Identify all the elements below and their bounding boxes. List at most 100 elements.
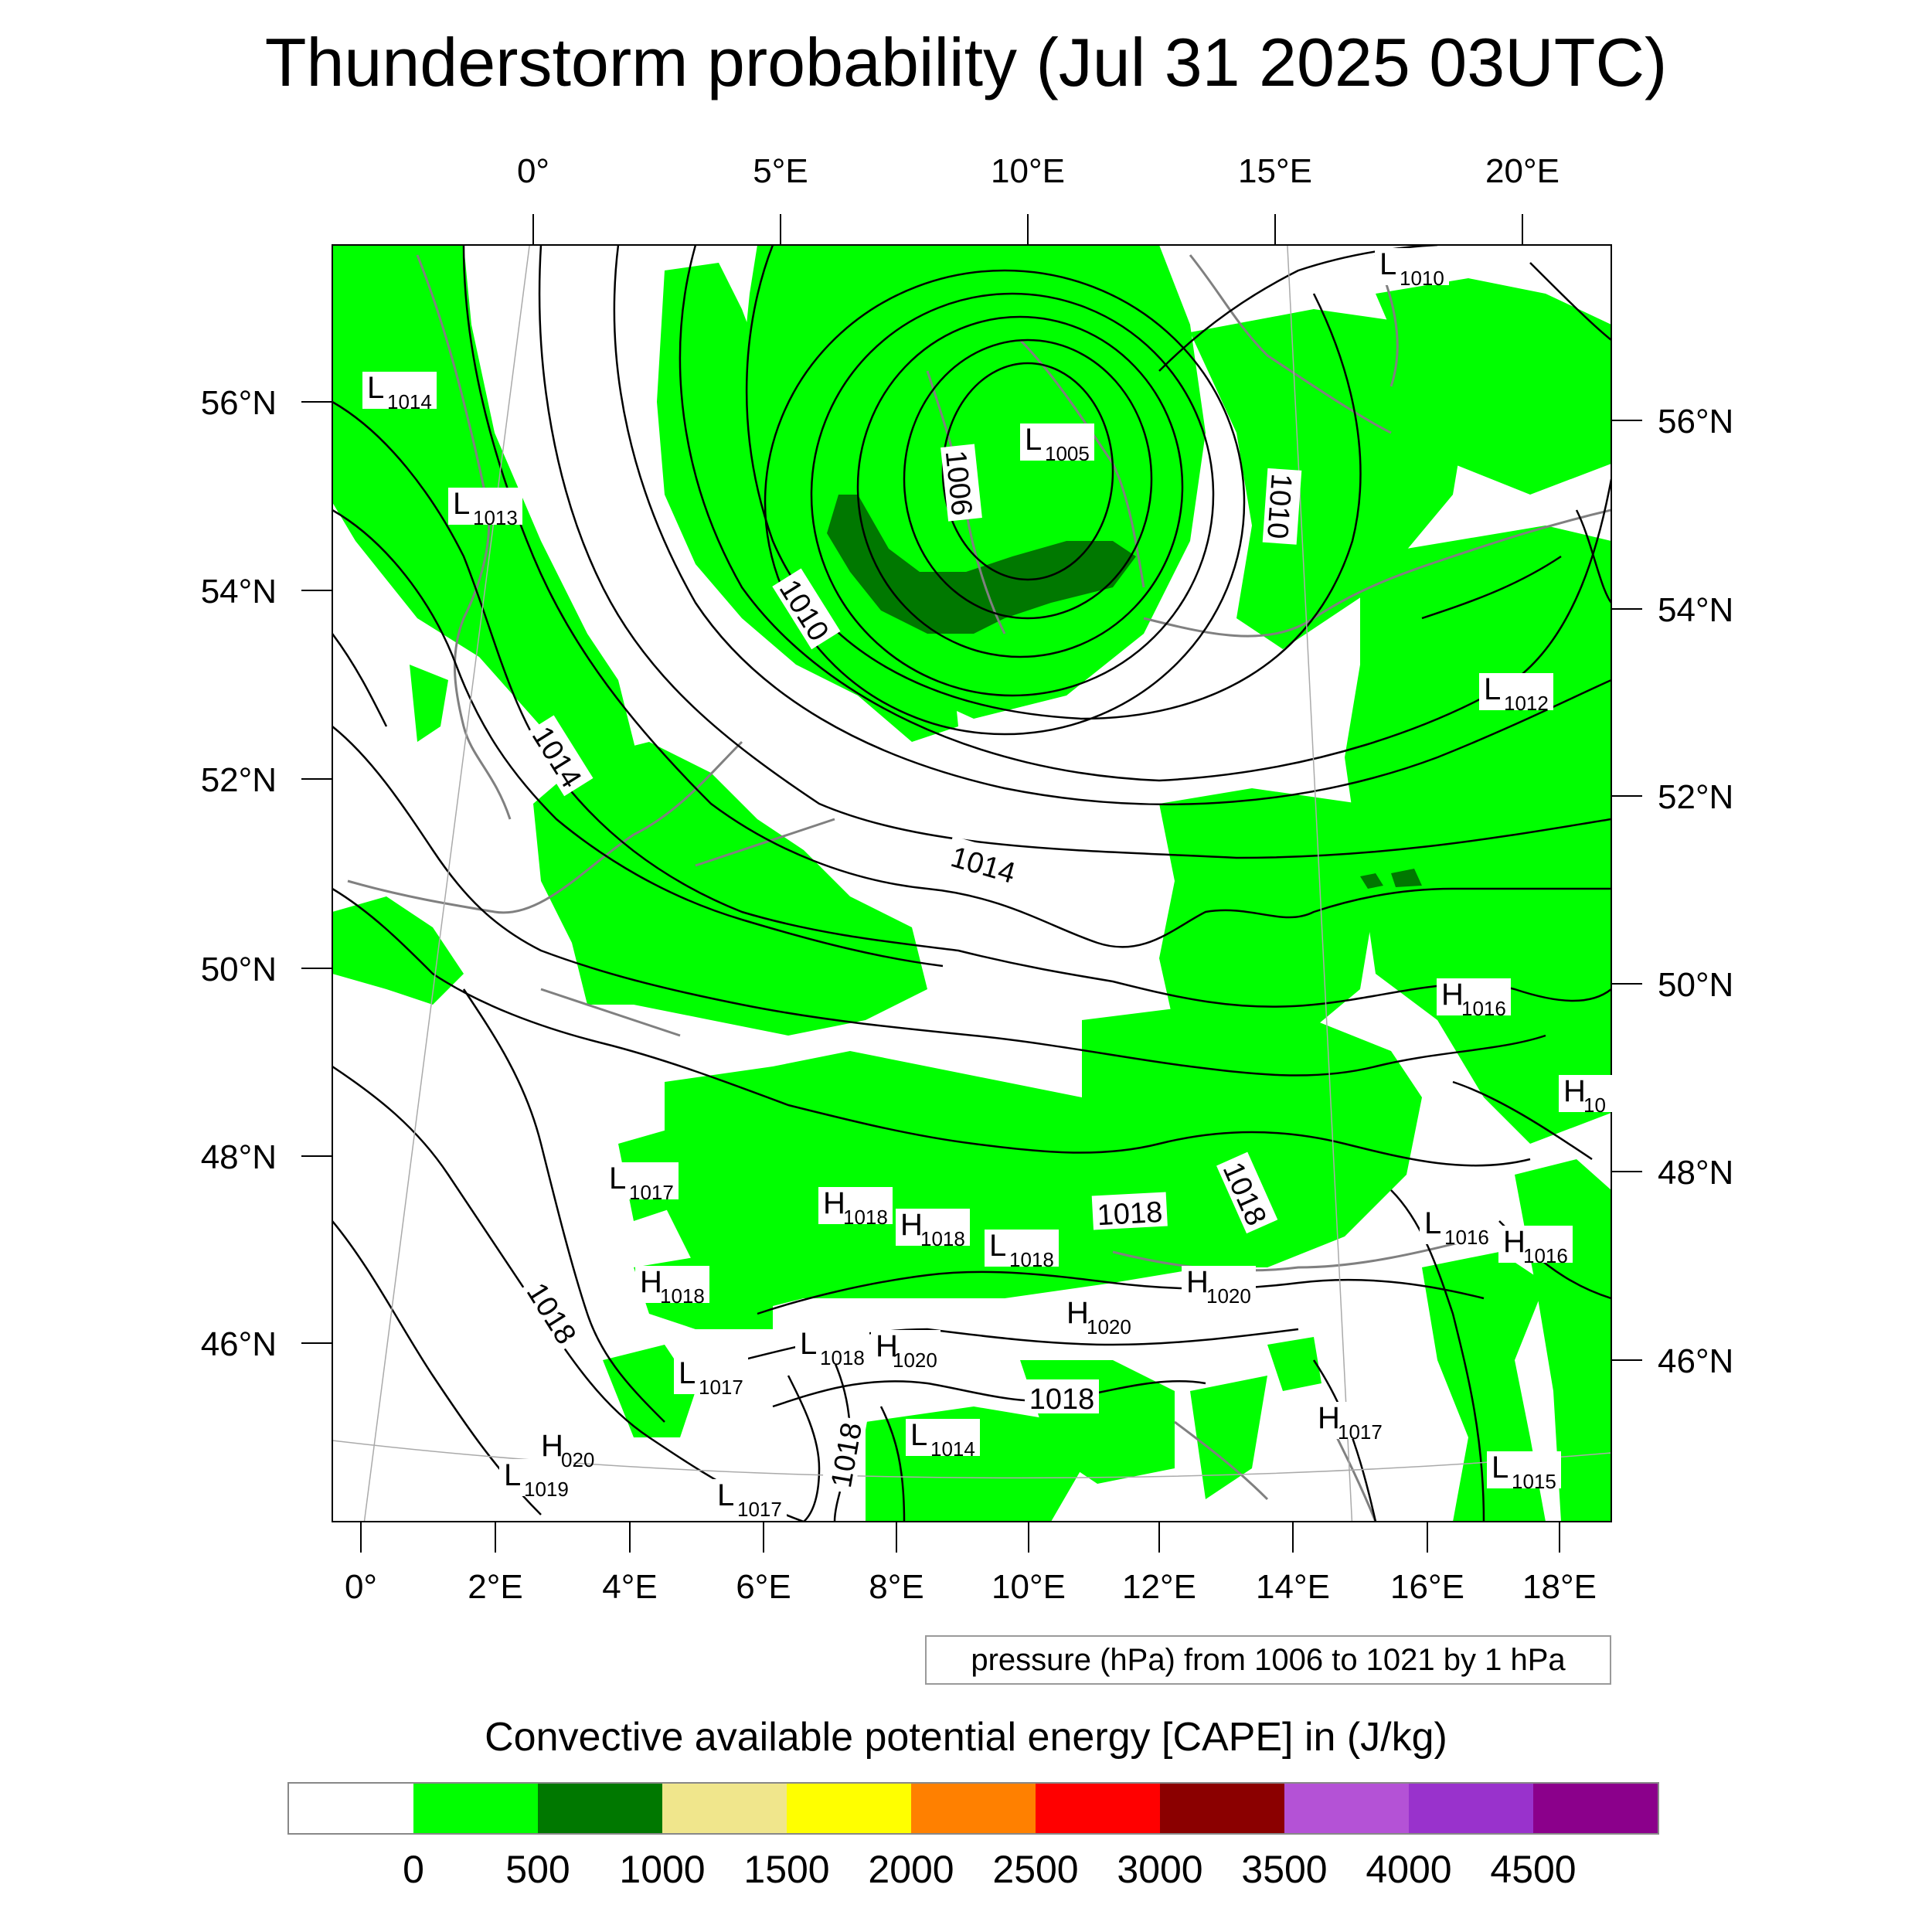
colorbar-cell [1036,1784,1160,1833]
isobar-label: 1018 [1029,1383,1095,1416]
colorbar-cell [538,1784,662,1833]
top-tick-label: 0° [517,152,549,190]
colorbar-cell [787,1784,911,1833]
system-letter: L [989,1229,1006,1263]
system-value: 1020 [1206,1284,1251,1308]
system-value: 1016 [1523,1244,1568,1267]
left-axis: 56°N 54°N 52°N 50°N 48°N 46°N [201,384,277,1363]
system-letter: H [823,1186,845,1220]
system-letter: H [900,1208,923,1242]
system-value: 1018 [920,1227,965,1250]
left-tick-label: 52°N [201,761,277,799]
colorbar-cell [1284,1784,1409,1833]
bottom-tick-label: 12°E [1122,1568,1196,1606]
colorbar-cell [911,1784,1036,1833]
system-letter: H [1318,1401,1340,1435]
system-letter: L [367,371,384,405]
right-tick-label: 46°N [1658,1342,1733,1380]
system-value: 1010 [1400,267,1444,290]
system-value: 1017 [1338,1420,1383,1444]
isobar-label: 1014 [947,841,1019,890]
cape-area-500-1000 [827,495,1422,889]
colorbar-label: 3500 [1241,1848,1328,1891]
colorbar-cell [289,1784,413,1833]
system-letter: H [1503,1225,1526,1259]
map-frame [332,244,1612,1522]
system-value: 1014 [387,390,432,413]
colorbar-label: 3000 [1117,1848,1203,1891]
top-tick-label: 15°E [1238,152,1312,190]
system-letter: H [1563,1074,1586,1108]
colorbar-label: 1000 [619,1848,706,1891]
top-tick-label: 20°E [1485,152,1560,190]
colorbar-cell [1533,1784,1658,1833]
colorbar-cell [413,1784,538,1833]
system-letter: H [640,1265,662,1299]
legend-title: Convective available potential energy [C… [485,1715,1447,1760]
colorbar-label: 2500 [992,1848,1079,1891]
system-value: 1016 [1444,1226,1489,1249]
system-letter: H [876,1329,898,1363]
colorbar-label: 2000 [868,1848,954,1891]
left-tick-label: 48°N [201,1138,277,1176]
system-letter: L [504,1458,521,1492]
contour-info-box: pressure (hPa) from 1006 to 1021 by 1 hP… [925,1635,1611,1685]
system-value: 1005 [1045,442,1090,465]
bottom-tick-label: 16°E [1390,1568,1464,1606]
isobar-label: 1018 [1097,1196,1164,1232]
system-value: 10 [1583,1094,1606,1117]
isobar-label: 1010 [1260,472,1298,539]
system-value: 1016 [1461,997,1506,1020]
top-axis: 0° 5°E 10°E 15°E 20°E [517,152,1560,190]
system-value: 1017 [629,1181,674,1204]
system-value: 1014 [930,1437,975,1461]
colorbar-cell [1409,1784,1533,1833]
tick-marks [301,214,1642,1553]
system-letter: H [1066,1296,1089,1330]
colorbar-label: 4000 [1366,1848,1452,1891]
left-tick-label: 54°N [201,573,277,611]
colorbar-label: 1500 [743,1848,830,1891]
system-value: 020 [561,1448,594,1471]
colorbar [287,1782,1659,1835]
system-value: 1018 [820,1346,865,1369]
system-value: 1020 [1087,1315,1131,1338]
system-letter: H [541,1429,563,1463]
isobars [332,245,1611,1522]
right-tick-label: 48°N [1658,1154,1733,1192]
system-value: 1015 [1512,1470,1556,1493]
system-letter: L [910,1418,927,1452]
map-content [332,245,1611,1522]
bottom-tick-label: 2°E [468,1568,522,1606]
top-tick-label: 5°E [753,152,808,190]
bottom-axis: 0° 2°E 4°E 6°E 8°E 10°E 12°E 14°E 16°E 1… [345,1568,1597,1606]
system-letter: L [1424,1206,1441,1240]
system-value: 1019 [524,1478,569,1501]
left-tick-label: 46°N [201,1325,277,1363]
system-letter: L [1492,1451,1509,1485]
left-tick-label: 56°N [201,384,277,422]
colorbar-cell [662,1784,787,1833]
system-letter: L [679,1356,696,1390]
system-letter: H [1441,978,1464,1012]
system-letter: L [453,487,470,521]
system-value: 1018 [843,1206,888,1229]
system-letter: L [717,1478,734,1512]
system-value: 1018 [1009,1248,1054,1271]
system-letter: L [1379,247,1396,281]
right-tick-label: 54°N [1658,591,1733,629]
system-value: 1012 [1504,692,1549,715]
bottom-tick-label: 8°E [869,1568,923,1606]
system-letter: L [609,1162,626,1196]
bottom-tick-label: 6°E [736,1568,791,1606]
colorbar-label: 500 [505,1848,570,1891]
system-value: 1013 [473,506,518,529]
system-letter: H [1186,1265,1209,1299]
bottom-tick-label: 0° [345,1568,377,1606]
left-tick-label: 50°N [201,951,277,988]
right-tick-label: 52°N [1658,778,1733,816]
system-letter: L [1484,672,1501,706]
chart-title: Thunderstorm probability (Jul 31 2025 03… [264,24,1668,100]
graticule [332,245,1611,1522]
